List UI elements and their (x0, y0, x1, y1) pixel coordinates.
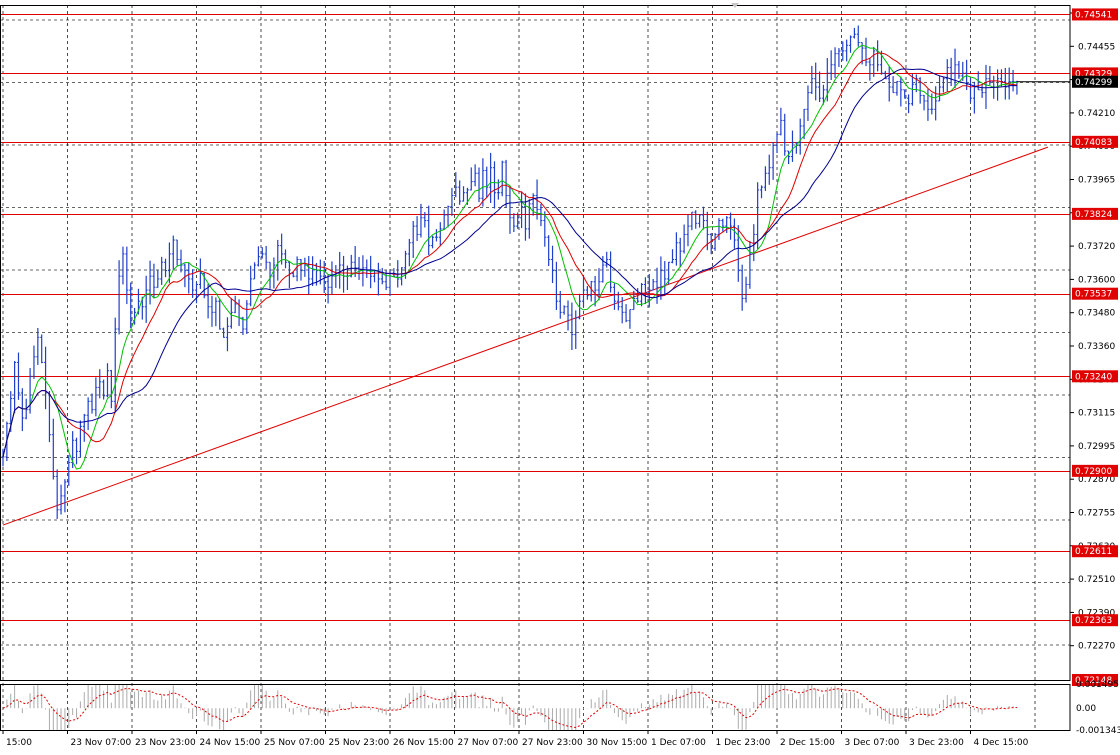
time-tick-label: 27 Nov 23:00 (522, 738, 583, 748)
price-tick-label: 0.72870 (1078, 475, 1115, 485)
level-tag-label: 0.72148 (1075, 676, 1112, 686)
level-tag (1072, 8, 1118, 21)
price-tick-label: 0.72995 (1078, 442, 1115, 452)
level-tag (1072, 464, 1118, 477)
time-tick-label: 25 Nov 23:00 (329, 738, 390, 748)
level-tag (1072, 370, 1118, 383)
time-tick-label: 27 Nov 07:00 (458, 738, 519, 748)
chart-frame (0, 3, 1071, 731)
level-tag (1072, 674, 1118, 686)
level-tag-label: 0.73240 (1075, 372, 1112, 382)
oscillator-tick-label: 0.001495 (1076, 680, 1119, 690)
time-tick-label: 24 Nov 15:00 (200, 738, 261, 748)
level-tag-label: 0.74329 (1075, 69, 1112, 79)
level-tag (1072, 545, 1118, 558)
level-tag (1072, 614, 1118, 627)
time-tick-label: 25 Nov 07:00 (264, 738, 325, 748)
time-tick-label: 1 Dec 07:00 (651, 738, 706, 748)
price-tick-label: 0.72390 (1078, 608, 1115, 618)
time-tick-label: 1 Dec 23:00 (716, 738, 771, 748)
level-tag-label: 0.72363 (1075, 616, 1112, 626)
trendline (2, 146, 1049, 526)
time-tick-label: 3 Dec 07:00 (845, 738, 900, 748)
moving-average-line (2, 68, 1017, 458)
price-axis: 0.745750.744550.743350.742100.740900.739… (1016, 8, 1120, 736)
level-tag-label: 0.74083 (1075, 138, 1112, 148)
current-price-label: 0.74299 (1075, 78, 1112, 88)
time-tick-label: 26 Nov 15:00 (393, 738, 454, 748)
level-tag (1072, 207, 1118, 220)
level-tag-label: 0.72611 (1075, 547, 1112, 557)
price-tick-label: 0.73480 (1078, 309, 1115, 319)
level-tag-label: 0.74541 (1075, 10, 1112, 20)
grid-lines (0, 5, 1070, 730)
time-tick-label: 3 Dec 23:00 (909, 738, 964, 748)
price-tick-label: 0.72270 (1078, 642, 1115, 652)
oscillator-tick-label: 0.00 (1076, 704, 1096, 714)
main-panel-border (0, 5, 1071, 681)
oscillator-signal-line (2, 687, 1017, 729)
level-tag-label: 0.73824 (1075, 210, 1112, 220)
price-tick-label: 0.73965 (1078, 176, 1115, 186)
time-tick-label: 23 Nov 07:00 (71, 738, 132, 748)
moving-averages (2, 44, 1017, 470)
time-tick-label: 23 Nov 23:00 (135, 738, 196, 748)
price-bars (1, 25, 1019, 519)
level-tag-label: 0.73537 (1075, 290, 1112, 300)
time-tick-label: 15:00 (6, 738, 32, 748)
time-tick-label: 2 Dec 15:00 (780, 738, 835, 748)
time-axis: 15:00 23 Nov 07:00 23 Nov 23:00 24 Nov 15:0… (2, 730, 1029, 748)
level-tag-label: 0.72900 (1075, 467, 1112, 477)
level-tag (1072, 287, 1118, 300)
oscillator-panel (2, 684, 1018, 730)
price-tick-label: 0.73360 (1078, 342, 1115, 352)
oscillator-tick-label: -0.001343 (1076, 726, 1120, 736)
price-tick-label: 0.74210 (1078, 109, 1115, 119)
price-tick-label: 0.73720 (1078, 242, 1115, 252)
time-tick-label: 30 Nov 15:00 (587, 738, 648, 748)
oscillator-panel-border (0, 684, 1071, 731)
time-tick-label: 4 Dec 15:00 (974, 738, 1029, 748)
price-tick-label: 0.73115 (1078, 409, 1115, 419)
trendline-line (2, 146, 1049, 526)
price-tick-label: 0.72755 (1078, 509, 1115, 519)
price-tick-label: 0.72510 (1078, 575, 1115, 585)
horizontal-levels (0, 14, 1070, 681)
current-price-tag (1072, 75, 1118, 88)
moving-average-line (2, 44, 1017, 470)
price-tick-label: 0.74455 (1078, 42, 1115, 52)
moving-average-line (2, 52, 1017, 458)
price-tick-label: 0.73600 (1078, 275, 1115, 285)
scroll-marker-icon (731, 3, 739, 8)
level-tag (1072, 135, 1118, 148)
